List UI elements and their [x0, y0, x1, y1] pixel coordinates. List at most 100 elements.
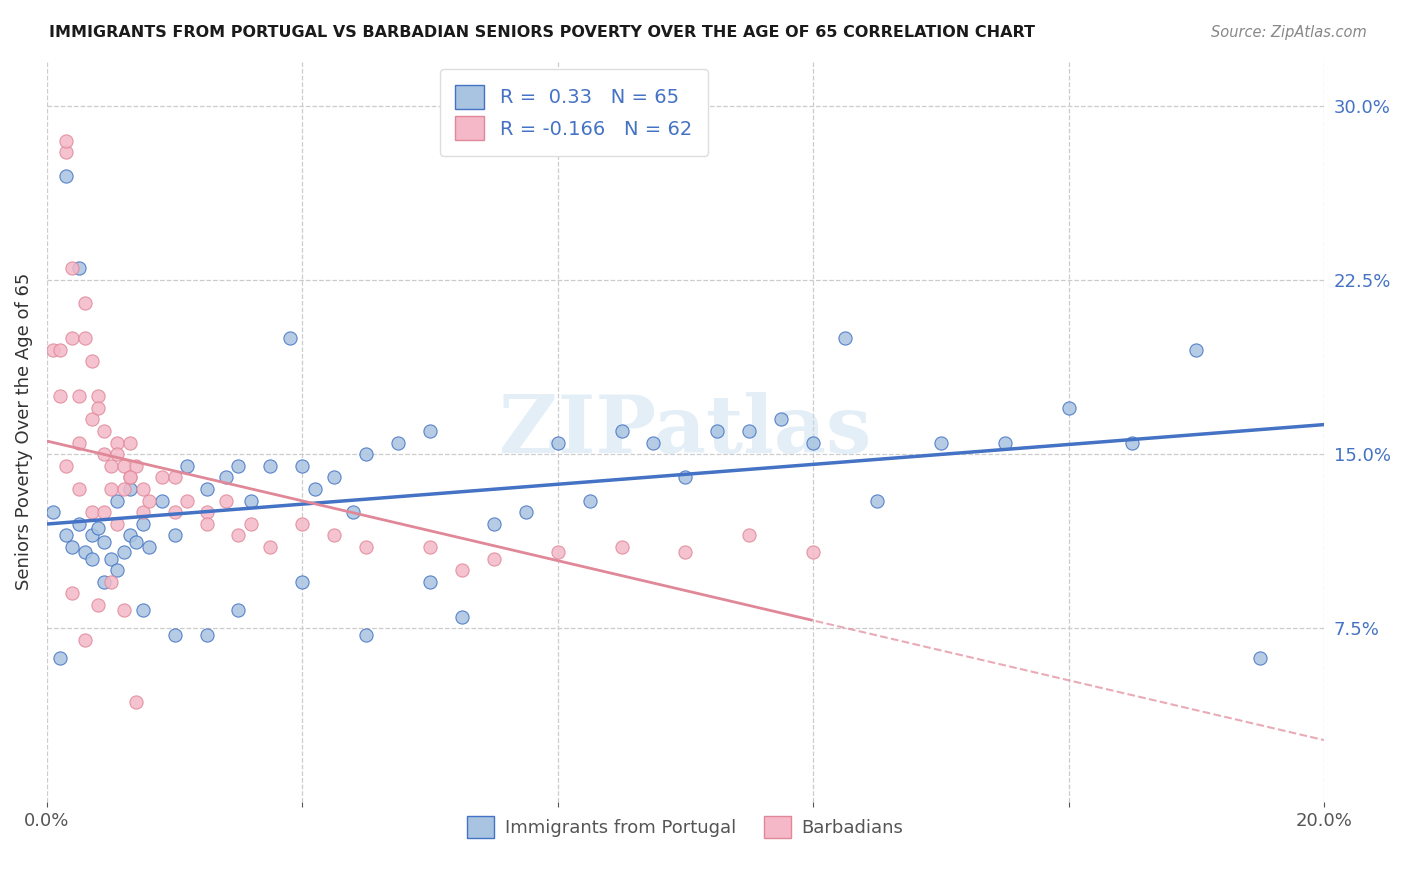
Point — [93, 424, 115, 438]
Point — [1057, 401, 1080, 415]
Point — [118, 470, 141, 484]
Point — [801, 544, 824, 558]
Point — [125, 696, 148, 710]
Point — [994, 435, 1017, 450]
Point — [80, 551, 103, 566]
Point — [228, 458, 250, 473]
Point — [451, 563, 474, 577]
Point — [100, 551, 122, 566]
Point — [354, 447, 377, 461]
Point — [131, 516, 153, 531]
Point — [55, 169, 77, 183]
Point — [643, 435, 665, 450]
Point — [228, 528, 250, 542]
Point — [87, 598, 110, 612]
Point — [323, 470, 346, 484]
Point — [451, 609, 474, 624]
Point — [515, 505, 537, 519]
Point — [673, 544, 696, 558]
Point — [342, 505, 364, 519]
Point — [55, 528, 77, 542]
Point — [118, 528, 141, 542]
Point — [738, 424, 761, 438]
Point — [87, 521, 110, 535]
Point — [354, 540, 377, 554]
Point — [259, 540, 281, 554]
Point — [195, 505, 218, 519]
Point — [87, 401, 110, 415]
Point — [419, 574, 441, 589]
Point — [62, 261, 84, 276]
Point — [105, 447, 128, 461]
Point — [176, 458, 198, 473]
Point — [131, 482, 153, 496]
Point — [42, 343, 65, 357]
Point — [929, 435, 952, 450]
Point — [138, 493, 160, 508]
Point — [1249, 651, 1271, 665]
Point — [80, 505, 103, 519]
Point — [240, 516, 263, 531]
Point — [610, 424, 633, 438]
Point — [67, 389, 90, 403]
Point — [610, 540, 633, 554]
Point — [547, 544, 569, 558]
Point — [125, 535, 148, 549]
Point — [1185, 343, 1208, 357]
Point — [100, 482, 122, 496]
Point — [80, 354, 103, 368]
Point — [67, 261, 90, 276]
Point — [62, 540, 84, 554]
Point — [215, 470, 238, 484]
Point — [112, 458, 135, 473]
Point — [62, 586, 84, 600]
Point — [834, 331, 856, 345]
Point — [125, 458, 148, 473]
Point — [259, 458, 281, 473]
Point — [163, 470, 186, 484]
Point — [150, 470, 173, 484]
Point — [163, 528, 186, 542]
Point — [42, 505, 65, 519]
Point — [163, 505, 186, 519]
Point — [118, 482, 141, 496]
Point — [163, 628, 186, 642]
Point — [578, 493, 600, 508]
Point — [48, 343, 70, 357]
Point — [1121, 435, 1143, 450]
Point — [419, 540, 441, 554]
Point — [48, 651, 70, 665]
Point — [93, 535, 115, 549]
Point — [100, 574, 122, 589]
Point — [75, 544, 97, 558]
Point — [55, 458, 77, 473]
Point — [105, 493, 128, 508]
Point — [67, 482, 90, 496]
Point — [482, 516, 505, 531]
Point — [138, 540, 160, 554]
Point — [87, 389, 110, 403]
Point — [105, 563, 128, 577]
Point — [118, 470, 141, 484]
Point — [323, 528, 346, 542]
Point — [67, 435, 90, 450]
Point — [75, 296, 97, 310]
Point — [738, 528, 761, 542]
Point — [419, 424, 441, 438]
Point — [118, 435, 141, 450]
Point — [131, 505, 153, 519]
Text: Source: ZipAtlas.com: Source: ZipAtlas.com — [1211, 25, 1367, 40]
Point — [67, 516, 90, 531]
Point — [55, 134, 77, 148]
Legend: Immigrants from Portugal, Barbadians: Immigrants from Portugal, Barbadians — [460, 809, 911, 846]
Point — [131, 602, 153, 616]
Point — [93, 447, 115, 461]
Point — [195, 516, 218, 531]
Point — [105, 435, 128, 450]
Point — [547, 435, 569, 450]
Point — [291, 458, 314, 473]
Point — [240, 493, 263, 508]
Point — [482, 551, 505, 566]
Point — [112, 482, 135, 496]
Point — [80, 412, 103, 426]
